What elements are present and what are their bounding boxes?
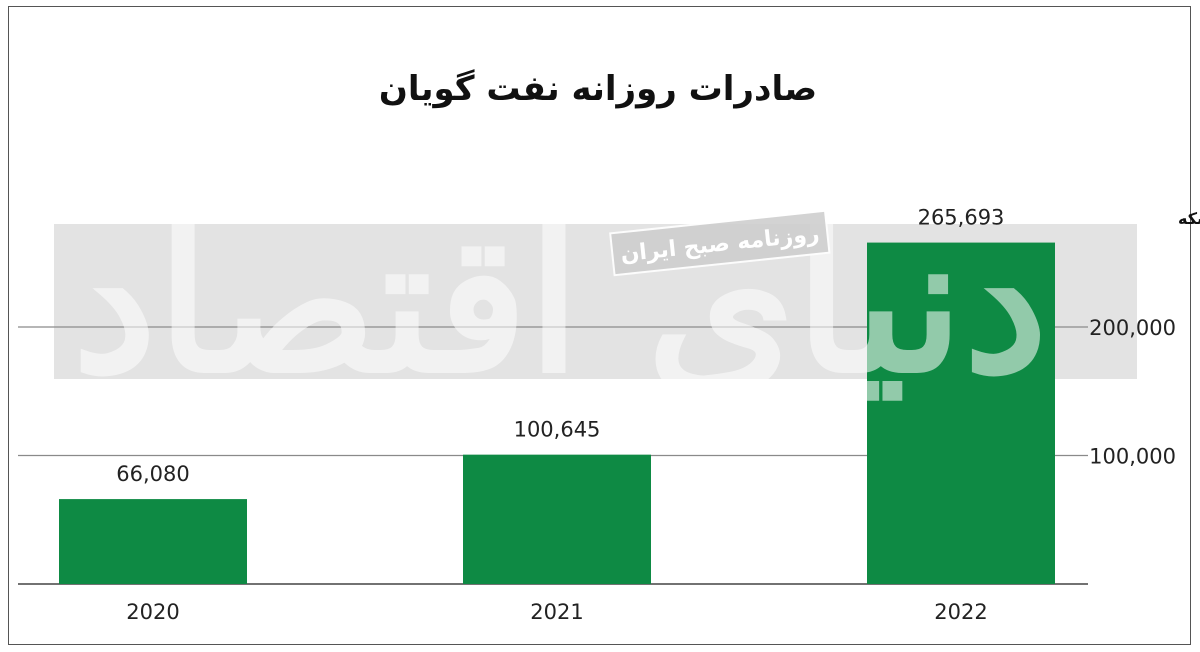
bars-group	[59, 242, 1055, 585]
x-tick-label-2021: 2021	[530, 600, 583, 624]
x-tick-label-2020: 2020	[126, 600, 179, 624]
x-tick-labels: 2020 2021 2022	[126, 600, 987, 624]
bar-2021	[463, 454, 651, 584]
data-label-2022: 265,693	[918, 206, 1005, 230]
data-label-2021: 100,645	[514, 418, 601, 442]
y-tick-labels: 100,000 200,000	[1089, 316, 1176, 469]
watermark-logo: دنیای اقتصاد	[72, 192, 1048, 415]
bar-2022	[867, 242, 1055, 585]
data-labels-group: 66,080 100,645 265,693	[116, 206, 1004, 487]
unit-label: هزار بشکه	[1178, 209, 1200, 228]
chart-title: صادرات روزانه نفت گویان	[379, 69, 817, 109]
bar-2020	[59, 499, 247, 584]
x-tick-label-2022: 2022	[934, 600, 987, 624]
y-tick-label: 200,000	[1089, 316, 1176, 340]
data-label-2020: 66,080	[116, 462, 189, 486]
watermark-stamp-box	[609, 209, 831, 277]
y-tick-label: 100,000	[1089, 445, 1176, 469]
chart-frame	[8, 6, 1191, 645]
